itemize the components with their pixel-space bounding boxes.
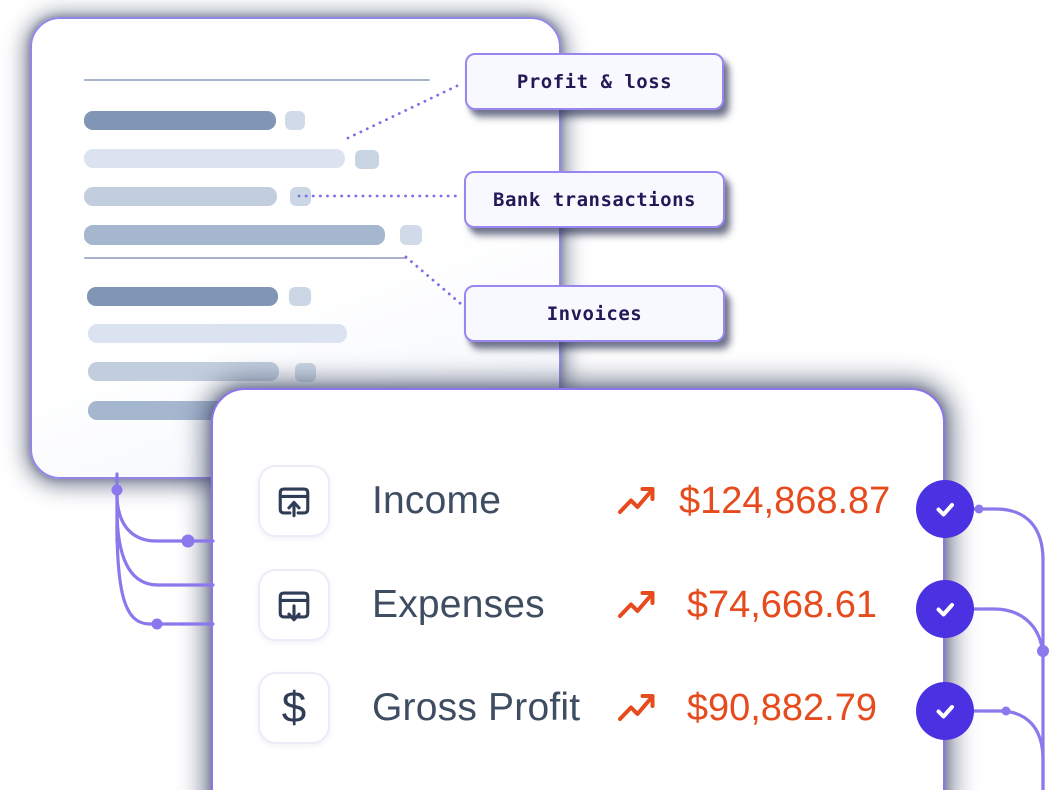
trend-up-icon <box>617 485 657 517</box>
gross-profit-label: Gross Profit <box>372 686 581 729</box>
dollar-icon: $ <box>281 683 307 732</box>
summary-row-gross-profit: $ Gross Profit $90,882.79 <box>258 672 877 744</box>
income-check-button[interactable] <box>916 480 974 538</box>
left-connector-3 <box>115 522 215 626</box>
tag-bank-transactions[interactable]: Bank transactions <box>464 171 725 228</box>
skeleton-square <box>285 111 305 130</box>
card-arrow-down-icon <box>278 591 310 622</box>
left-connector-1 <box>115 492 215 543</box>
skeleton-bar <box>88 362 279 381</box>
tag-bank-transactions-label: Bank transactions <box>493 188 696 211</box>
tag-invoices[interactable]: Invoices <box>464 285 725 342</box>
connector-node-dot <box>151 618 163 630</box>
right-connector-1 <box>971 507 1045 790</box>
check-icon <box>936 603 954 617</box>
income-amount: $124,868.87 <box>679 479 891 522</box>
skeleton-bar <box>84 187 277 206</box>
connector-node-dot <box>111 484 123 496</box>
card-arrow-up-icon <box>278 487 310 518</box>
tag-profit-loss-label: Profit & loss <box>516 70 673 93</box>
skeleton-bar <box>84 149 345 168</box>
summary-card: Income $124,868.87 <box>211 388 945 790</box>
trend-up-icon <box>617 589 657 621</box>
skeleton-bar <box>84 225 385 245</box>
expenses-icon-box <box>258 569 330 641</box>
tag-profit-loss[interactable]: Profit & loss <box>465 53 724 110</box>
skeleton-square <box>289 287 311 306</box>
income-icon-box <box>258 465 330 537</box>
income-label: Income <box>372 479 502 522</box>
gross-profit-check-button[interactable] <box>916 682 974 740</box>
gross-profit-amount: $90,882.79 <box>686 686 877 729</box>
skeleton-square <box>355 150 379 169</box>
right-connector-2 <box>971 607 1044 650</box>
connector-node-dot <box>181 534 195 548</box>
expenses-check-button[interactable] <box>916 580 974 638</box>
skeleton-bar <box>84 111 276 130</box>
trend-up-icon <box>617 692 657 724</box>
expenses-label: Expenses <box>372 583 545 626</box>
summary-row-income: Income $124,868.87 <box>258 465 891 537</box>
connector-node-dot <box>1001 706 1011 716</box>
summary-row-expenses: Expenses $74,668.61 <box>258 569 877 641</box>
right-connector-3 <box>971 709 1045 790</box>
divider-line <box>84 79 430 81</box>
skeleton-bar <box>87 287 278 306</box>
skeleton-bar <box>88 324 347 343</box>
expenses-amount: $74,668.61 <box>686 583 877 626</box>
check-icon <box>936 705 954 719</box>
divider-line <box>84 257 407 259</box>
connector-node-dot <box>1037 645 1049 657</box>
left-connector-2 <box>115 507 215 587</box>
tag-invoices-label: Invoices <box>546 302 643 325</box>
connector-node-dot <box>974 504 984 514</box>
skeleton-square <box>290 187 311 206</box>
skeleton-square <box>295 363 316 382</box>
skeleton-bar <box>88 401 248 420</box>
gross-profit-icon-box: $ <box>258 672 330 744</box>
skeleton-square <box>400 225 422 245</box>
check-icon <box>936 503 954 517</box>
